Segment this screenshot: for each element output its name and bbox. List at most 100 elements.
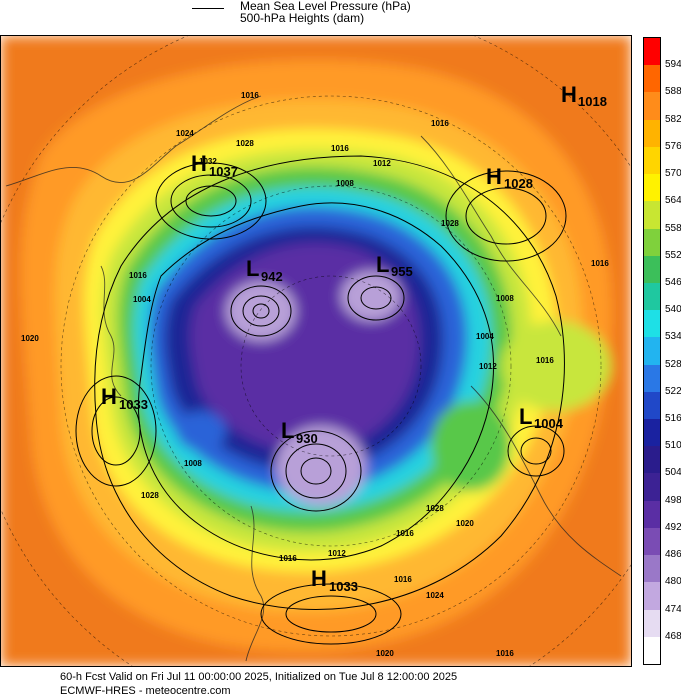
isobar-label: 1032 (199, 157, 217, 166)
color-scale-swatch (644, 65, 660, 93)
isobar-low-930-1 (270, 430, 362, 512)
high-1033-south: H 1033 (311, 566, 358, 594)
heights-fill-layer (1, 36, 631, 666)
low-letter: L (519, 404, 532, 429)
isobar-label: 1016 (129, 271, 147, 280)
high-1033-west: H 1033 (101, 384, 148, 412)
isobar-label-layer: 1016 1024 1028 1032 1016 1012 1008 1028 … (21, 91, 609, 658)
isobar-label: 1028 (426, 504, 444, 513)
color-scale-label: 486 (665, 549, 681, 561)
color-scale-swatch (644, 255, 660, 284)
color-scale-label: 528 (665, 358, 681, 370)
color-scale-swatch (644, 310, 660, 338)
isobar-label: 1016 (431, 119, 449, 128)
color-scale-label: 588 (665, 86, 681, 98)
isobar-low-942-1 (230, 285, 292, 337)
isobar-high-1033w-1 (75, 375, 157, 487)
forecast-map: 1016 1024 1028 1032 1016 1012 1008 1028 … (0, 35, 632, 667)
isobar-label: 1024 (176, 129, 194, 138)
low-value: 942 (261, 269, 283, 284)
coastline-north-america (420, 135, 562, 337)
high-1028: H 1028 (486, 164, 533, 191)
isobar-label: 1016 (279, 554, 297, 563)
high-value: 1028 (504, 176, 533, 191)
high-value: 1033 (329, 579, 358, 594)
isobar-ring-1016 (138, 202, 494, 561)
isobar-label: 1008 (336, 179, 354, 188)
isobar-label: 1012 (328, 549, 346, 558)
isobar-low-930-2 (285, 443, 347, 499)
isobar-label: 1028 (441, 219, 459, 228)
isobar-label: 1016 (241, 91, 259, 100)
high-letter: H (311, 566, 327, 591)
color-scale-label: 516 (665, 413, 681, 425)
low-letter: L (376, 252, 389, 277)
low-value: 930 (296, 431, 318, 446)
fill-low-942 (226, 281, 296, 341)
isobar-low-955-2 (360, 286, 392, 310)
color-scale-swatch (644, 92, 660, 121)
fill-low-955 (341, 271, 401, 321)
fill-east-ridge (431, 401, 511, 491)
color-scale-swatch (644, 228, 660, 257)
legend-line-symbol (192, 8, 224, 9)
high-letter: H (101, 384, 117, 409)
model-source-caption: ECMWF-HRES - meteocentre.com (60, 685, 231, 697)
color-scale-label: 504 (665, 467, 681, 479)
isobar-label: 1012 (373, 159, 391, 168)
low-letter: L (246, 256, 259, 281)
coastlines (5, 95, 622, 662)
low-value: 955 (391, 264, 413, 279)
legend-title-heights: 500-hPa Heights (dam) (240, 11, 365, 25)
color-scale-swatch (644, 38, 660, 66)
color-scale-swatch (644, 555, 660, 583)
low-930: L 930 (281, 418, 318, 446)
color-scale-swatch (644, 609, 660, 638)
isobar-low-1004-2 (520, 437, 552, 465)
color-scale-label: 558 (665, 222, 681, 234)
color-scale-label: 564 (665, 195, 681, 207)
isobar-label: 1020 (376, 649, 394, 658)
fill-low-930 (276, 426, 366, 506)
color-scale-swatch (644, 146, 660, 175)
high-value: 1018 (578, 94, 607, 109)
isobar-ring-1020 (94, 155, 565, 610)
isobar-label: 1016 (536, 356, 554, 365)
low-1004: L 1004 (519, 404, 564, 431)
isobar-label: 1004 (133, 295, 151, 304)
color-scale-label: 534 (665, 331, 681, 343)
color-scale-swatch (644, 337, 660, 366)
coastline-europe (245, 505, 265, 662)
isobar-label: 1028 (141, 491, 159, 500)
high-letter: H (561, 82, 577, 107)
isobar-high-1033s-2 (285, 595, 377, 633)
pressure-centers: H 1018 H 1037 H 1028 L 942 L 955 H 1033 (101, 82, 607, 594)
color-scale-label: 498 (665, 494, 681, 506)
isobar-label: 1008 (184, 459, 202, 468)
isobar-label: 1004 (476, 332, 494, 341)
latitude-circle-70 (150, 185, 512, 547)
color-scale-swatch (644, 119, 660, 148)
isobar-label: 1020 (21, 334, 39, 343)
color-scale-label: 552 (665, 249, 681, 261)
coastline-asia-north (5, 95, 262, 187)
isobar-label: 1024 (426, 591, 444, 600)
low-942: L 942 (246, 256, 283, 284)
isobar-label: 1016 (591, 259, 609, 268)
coastline-canada (470, 385, 622, 577)
color-scale-label: 474 (665, 603, 681, 615)
isobar-low-955-1 (347, 275, 405, 321)
fill-west-trough (176, 411, 226, 451)
color-scale-swatch (644, 282, 660, 311)
graticule (1, 36, 631, 666)
color-scale-bar (643, 37, 661, 665)
color-scale-label: 570 (665, 168, 681, 180)
color-scale-swatch (644, 446, 660, 474)
color-scale-swatch (644, 364, 660, 393)
color-scale-swatch (644, 391, 660, 420)
high-value: 1037 (209, 164, 238, 179)
latitude-circle-60 (60, 95, 602, 637)
forecast-valid-caption: 60-h Fcst Valid on Fri Jul 11 00:00:00 2… (60, 671, 458, 683)
color-scale-swatch (644, 527, 660, 556)
isobar-high-1037-2 (170, 174, 252, 228)
